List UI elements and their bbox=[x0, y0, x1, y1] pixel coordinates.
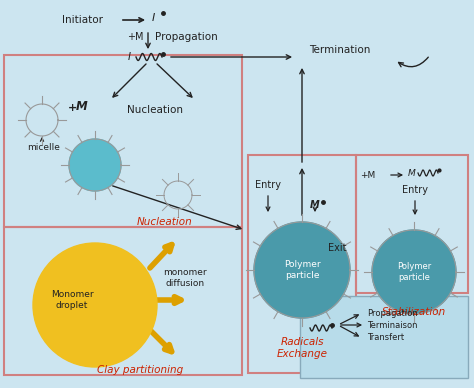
Text: Initiator: Initiator bbox=[62, 15, 103, 25]
Text: Clay partitioning: Clay partitioning bbox=[97, 365, 183, 375]
Text: I: I bbox=[152, 13, 155, 23]
Text: Propagation: Propagation bbox=[367, 308, 418, 317]
Text: Propagation: Propagation bbox=[155, 32, 218, 42]
Text: Transfert: Transfert bbox=[367, 334, 404, 343]
Circle shape bbox=[372, 230, 456, 314]
Text: Polymer
particle: Polymer particle bbox=[397, 262, 431, 282]
Text: Polymer
particle: Polymer particle bbox=[283, 260, 320, 280]
Text: Nucleation: Nucleation bbox=[127, 105, 183, 115]
Text: +: + bbox=[68, 103, 77, 113]
Text: Radicals
Exchange: Radicals Exchange bbox=[276, 337, 328, 359]
FancyBboxPatch shape bbox=[300, 296, 468, 378]
Text: Termination: Termination bbox=[310, 45, 371, 55]
Text: micelle: micelle bbox=[27, 144, 60, 152]
Text: Terminaison: Terminaison bbox=[367, 320, 418, 329]
Text: I: I bbox=[128, 52, 131, 62]
Circle shape bbox=[33, 243, 157, 367]
Text: M: M bbox=[310, 200, 320, 210]
Text: +M: +M bbox=[360, 170, 375, 180]
Circle shape bbox=[69, 139, 121, 191]
Text: +M: +M bbox=[128, 32, 144, 42]
Text: Monomer
droplet: Monomer droplet bbox=[51, 290, 93, 310]
Text: M: M bbox=[76, 100, 88, 114]
Text: Exit: Exit bbox=[328, 243, 346, 253]
Text: monomer
diffusion: monomer diffusion bbox=[163, 268, 207, 288]
Text: Nucleation: Nucleation bbox=[137, 217, 193, 227]
Text: Entry: Entry bbox=[255, 180, 281, 190]
Circle shape bbox=[254, 222, 350, 318]
Text: Entry: Entry bbox=[402, 185, 428, 195]
Text: Stabilization: Stabilization bbox=[382, 307, 446, 317]
Text: M: M bbox=[408, 168, 416, 177]
